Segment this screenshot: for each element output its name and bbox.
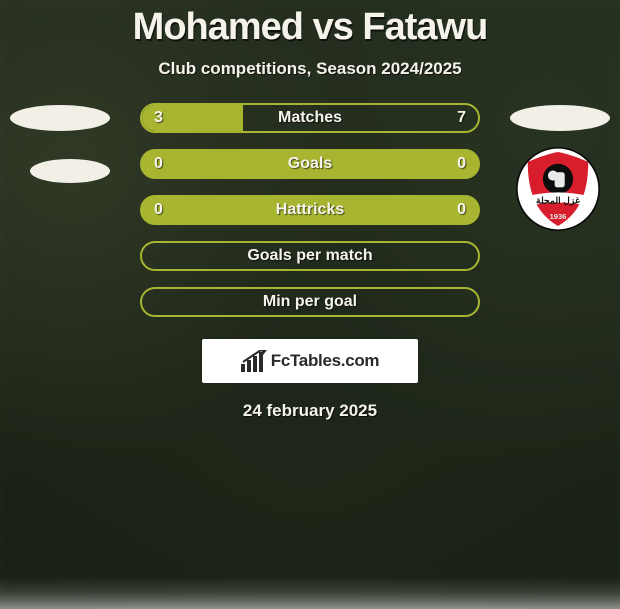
stat-value-left: 0 (154, 201, 163, 219)
comparison-rows: غزل المحلة 1936 Matches37Goals00Hattrick… (0, 103, 620, 333)
stat-row: Hattricks 0 0 (0, 195, 620, 241)
stat-label: Min per goal (263, 293, 357, 311)
stat-bar: Matches 3 7 (140, 103, 480, 133)
stat-bar: Goals per match (140, 241, 480, 271)
stat-bar: Hattricks 0 0 (140, 195, 480, 225)
fctables-watermark: FcTables.com (202, 339, 418, 383)
stat-value-right: 7 (457, 109, 466, 127)
content-root: Mohamed vs Fatawu Club competitions, Sea… (0, 0, 620, 421)
stat-bar: Goals 0 0 (140, 149, 480, 179)
fctables-text: FcTables.com (271, 351, 380, 371)
stat-row: Goals per match (0, 241, 620, 287)
page-title: Mohamed vs Fatawu (133, 6, 488, 49)
fctables-icon (241, 350, 267, 372)
page-subtitle: Club competitions, Season 2024/2025 (158, 59, 461, 79)
stat-label: Goals (288, 155, 332, 173)
date-text: 24 february 2025 (243, 401, 377, 421)
stat-label: Hattricks (276, 201, 344, 219)
stat-bar: Min per goal (140, 287, 480, 317)
stat-value-right: 0 (457, 201, 466, 219)
stat-value-left: 3 (154, 109, 163, 127)
stat-row: Min per goal (0, 287, 620, 333)
stat-row: Matches 3 7 (0, 103, 620, 149)
stat-value-right: 0 (457, 155, 466, 173)
stat-value-left: 0 (154, 155, 163, 173)
stat-label: Matches (278, 109, 342, 127)
stat-label: Goals per match (247, 247, 372, 265)
stat-row: Goals 0 0 (0, 149, 620, 195)
